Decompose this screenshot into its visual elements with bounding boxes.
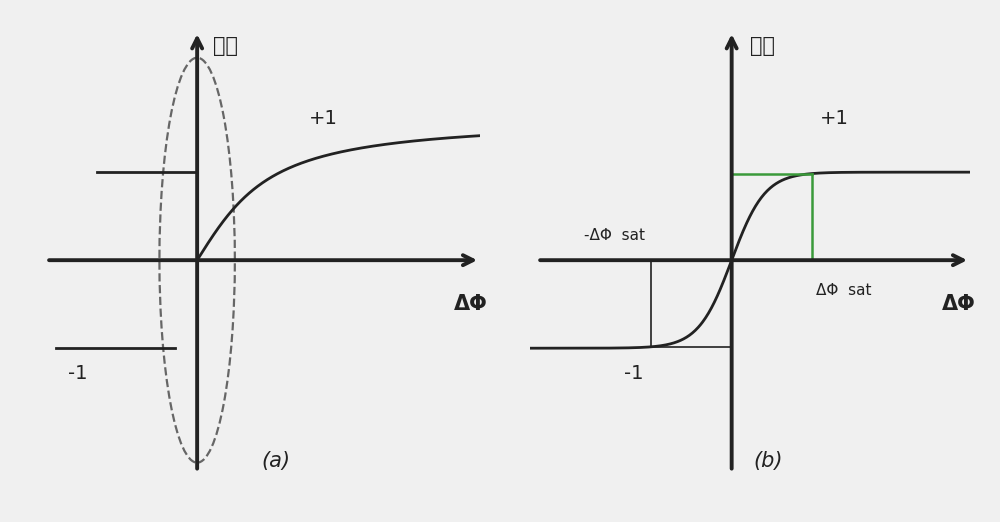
Text: ΔΦ: ΔΦ [454, 294, 487, 314]
Text: -1: -1 [68, 364, 87, 383]
Text: -1: -1 [624, 364, 644, 383]
Text: (a): (a) [261, 451, 290, 471]
Text: 输出: 输出 [750, 35, 775, 56]
Text: -ΔΦ  sat: -ΔΦ sat [584, 228, 646, 243]
Text: +1: +1 [820, 109, 849, 128]
Text: 输出: 输出 [213, 35, 238, 56]
Text: (b): (b) [754, 451, 783, 471]
Text: +1: +1 [308, 109, 337, 128]
Text: ΔΦ  sat: ΔΦ sat [816, 283, 872, 299]
Text: ΔΦ: ΔΦ [942, 294, 976, 314]
